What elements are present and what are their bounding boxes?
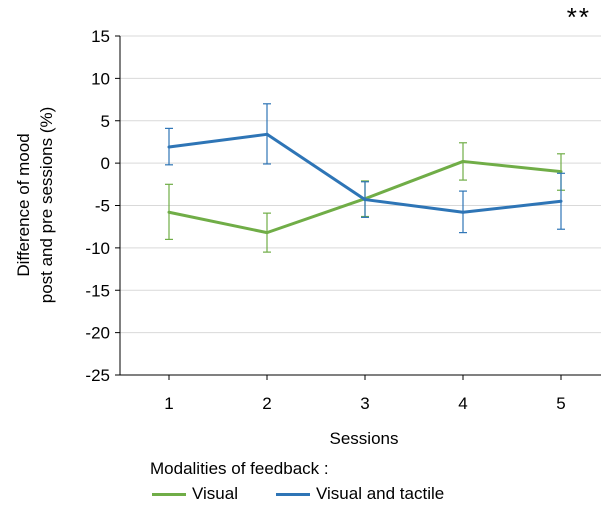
x-tick-labels: 1 2 3 4 5	[164, 394, 565, 413]
legend-swatch-visual-and-tactile	[276, 492, 310, 496]
data-point	[167, 210, 171, 214]
data-point	[265, 231, 269, 235]
series-layer	[165, 103, 565, 253]
y-tick-label: 5	[101, 112, 110, 131]
legend-item-visual: Visual	[152, 484, 238, 504]
y-axis-label-line-1: Difference of mood	[14, 133, 33, 276]
legend-swatch-visual	[152, 492, 186, 496]
y-tick-label: -15	[85, 281, 110, 300]
data-point	[461, 159, 465, 163]
data-point	[167, 145, 171, 149]
x-tick-label: 2	[262, 394, 271, 413]
x-tick-label: 3	[360, 394, 369, 413]
x-axis-label: Sessions	[330, 429, 399, 448]
series-visual-and-tactile	[165, 103, 565, 234]
x-tick-label: 4	[458, 394, 467, 413]
data-point	[265, 132, 269, 136]
legend-item-visual-and-tactile: Visual and tactile	[276, 484, 444, 504]
gridlines	[120, 35, 601, 334]
y-tick-label: 10	[91, 69, 110, 88]
significance-marker: **	[566, 2, 591, 32]
data-point	[363, 198, 367, 202]
legend-title: Modalities of feedback :	[150, 459, 329, 478]
axes	[115, 35, 601, 380]
x-tick-label: 1	[164, 394, 173, 413]
data-point	[461, 210, 465, 214]
data-point	[559, 199, 563, 203]
y-tick-label: 15	[91, 27, 110, 46]
y-tick-labels: 15 10 5 0 -5 -10 -15 -20 -25	[85, 27, 110, 385]
y-tick-label: -25	[85, 366, 110, 385]
data-point	[559, 170, 563, 174]
y-tick-label: -5	[95, 197, 110, 216]
legend-label-visual: Visual	[192, 484, 238, 503]
y-tick-label: -10	[85, 239, 110, 258]
x-tick-label: 5	[556, 394, 565, 413]
y-axis-label-line-2: post and pre sessions (%)	[37, 107, 56, 304]
y-tick-label: 0	[101, 154, 110, 173]
y-tick-label: -20	[85, 324, 110, 343]
legend-label-visual-and-tactile: Visual and tactile	[316, 484, 445, 503]
